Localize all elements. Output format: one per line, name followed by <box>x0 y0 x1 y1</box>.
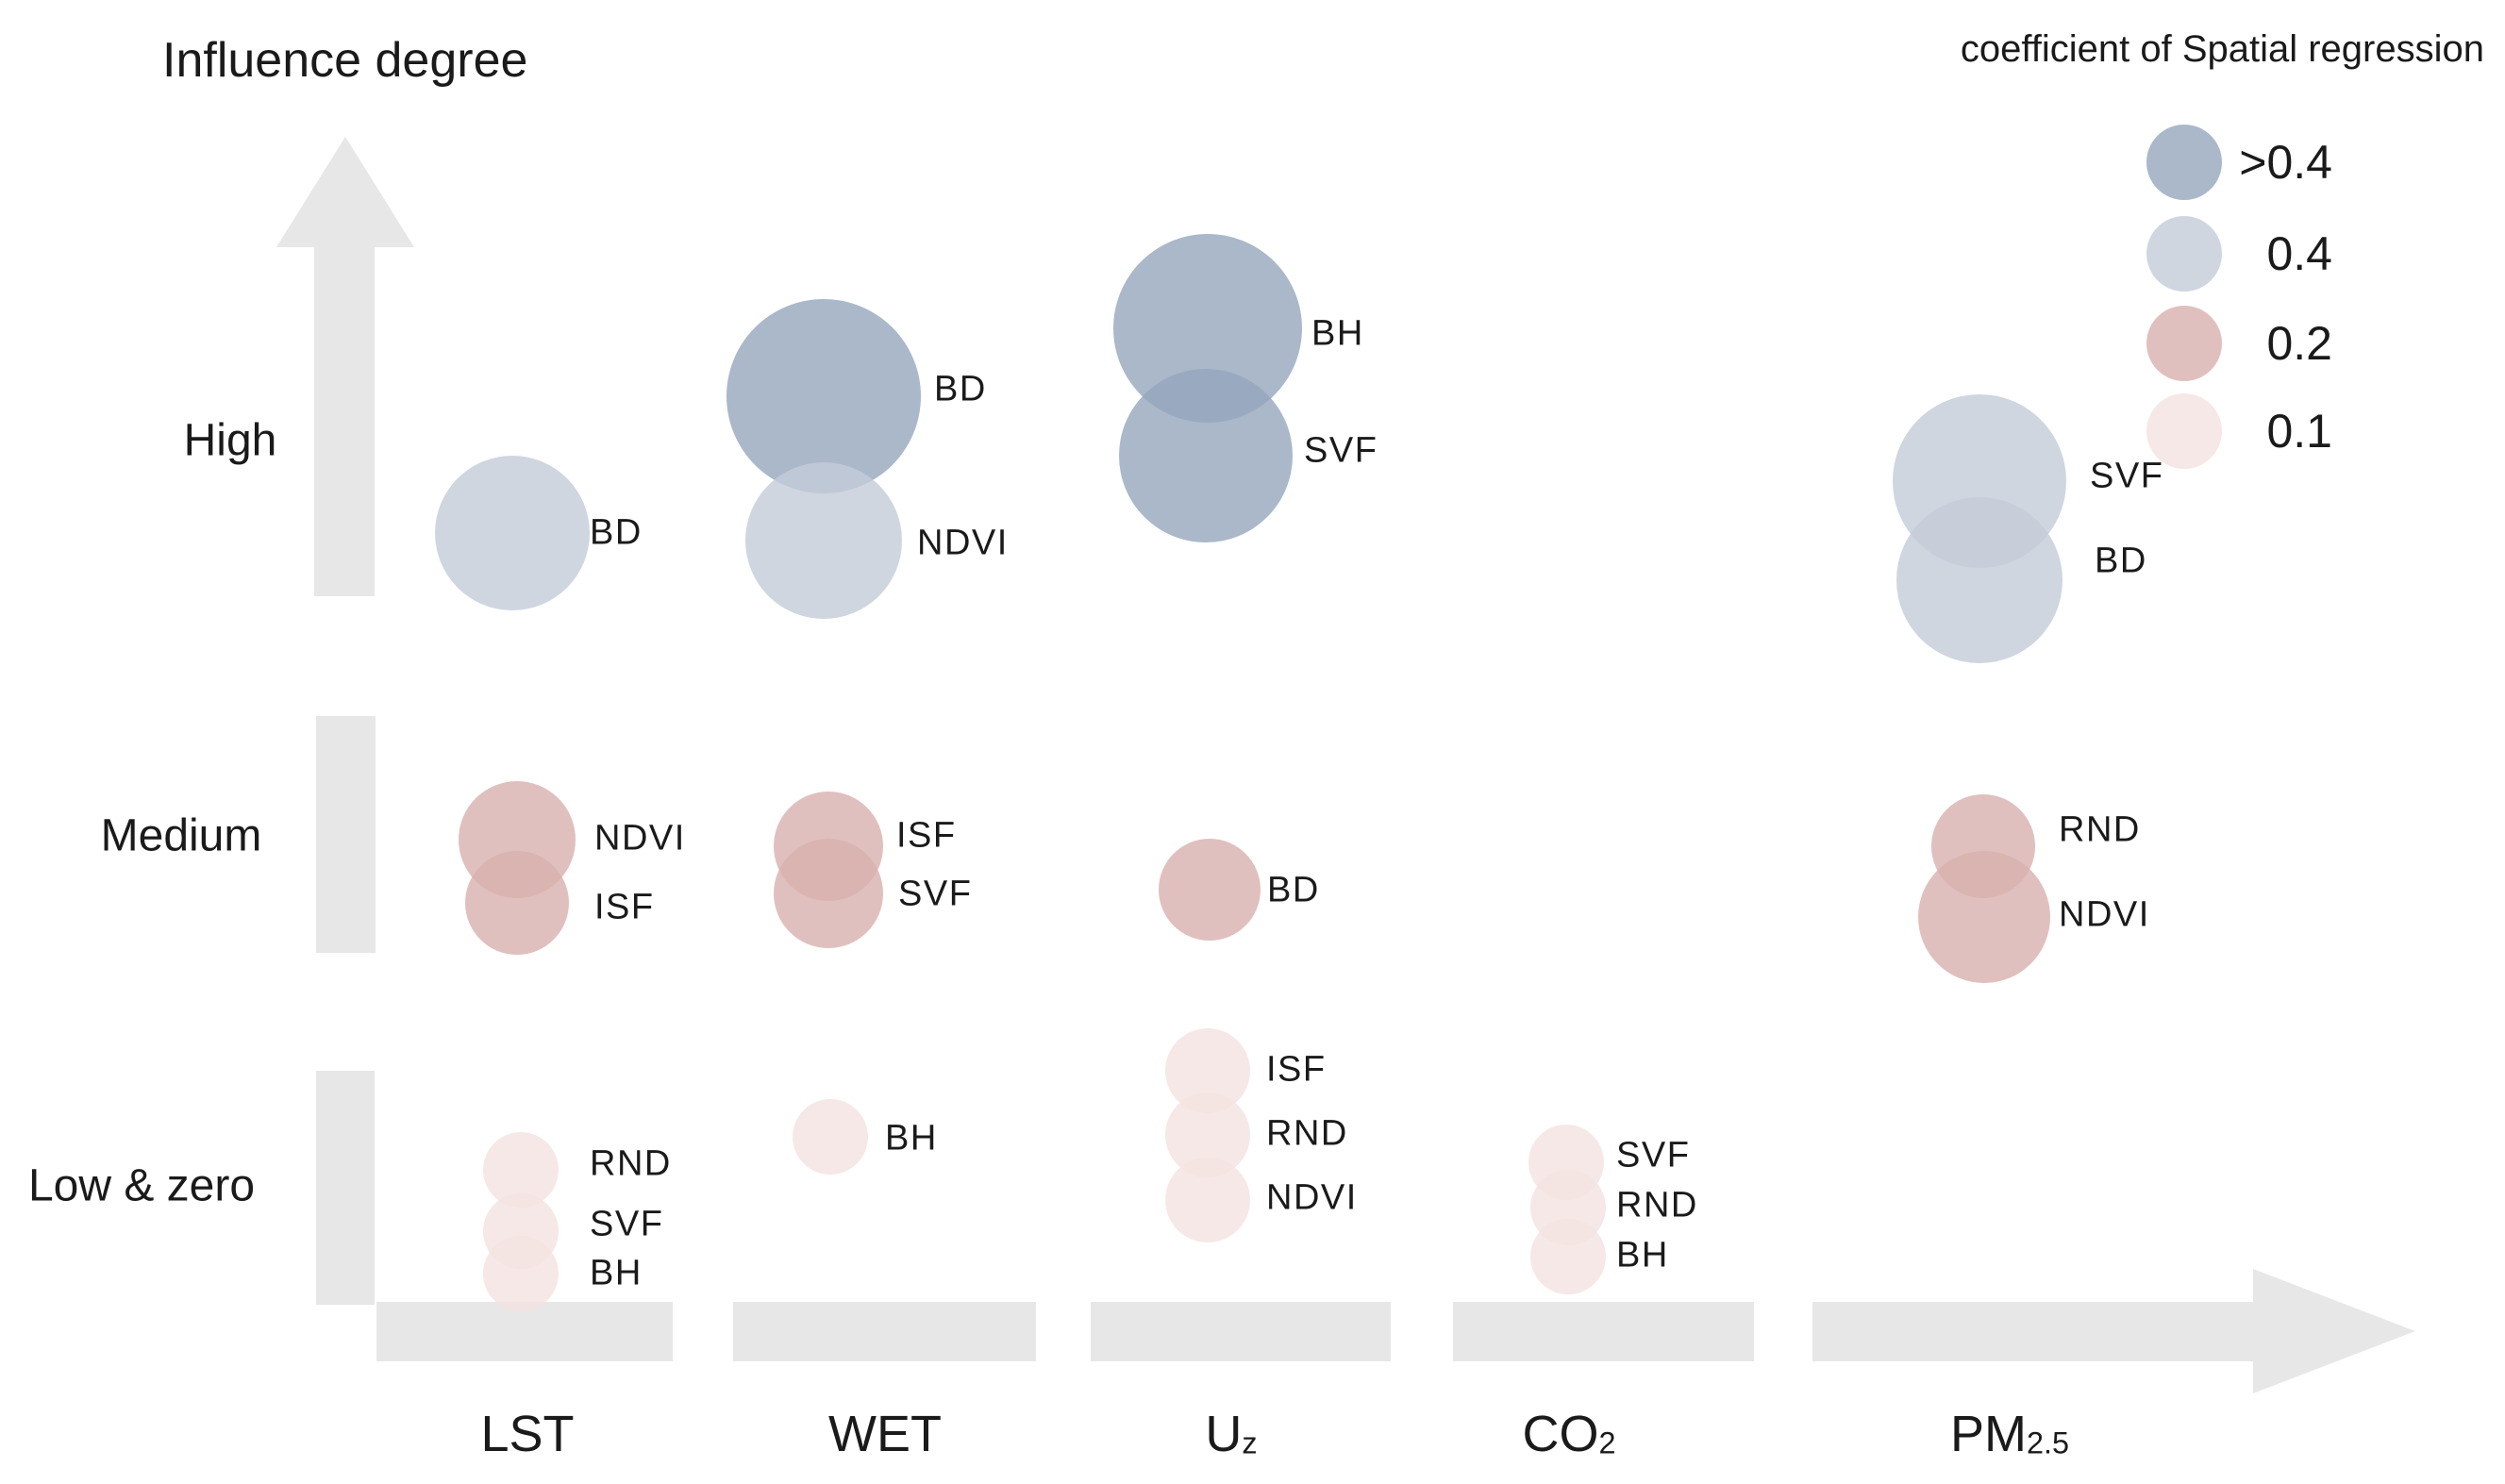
bubble-label-wet-isf: ISF <box>896 815 957 856</box>
bubble-label-lst-ndvi: NDVI <box>594 818 686 859</box>
x-label-text: LST <box>480 1406 575 1462</box>
x-axis-segment-pm25 <box>1812 1302 2255 1361</box>
legend-label-01: 0.1 <box>2266 405 2332 458</box>
legend-circle-04 <box>2146 125 2222 200</box>
bubble-uz-svf <box>1119 369 1293 542</box>
bubble-label-uz-ndvi: NDVI <box>1266 1177 1358 1218</box>
x-label-lst: LST <box>480 1405 574 1463</box>
x-axis-segment-lst <box>376 1302 673 1361</box>
x-label-co2: CO2 <box>1522 1405 1615 1463</box>
bubble-pm25-bd <box>1896 497 2062 663</box>
bubble-label-wet-bd: BD <box>934 369 987 409</box>
y-label-high: High <box>183 415 277 466</box>
y-axis-arrowhead-icon <box>276 137 414 247</box>
y-axis-low-bar <box>316 1071 375 1305</box>
x-label-wet: WET <box>828 1405 942 1463</box>
bubble-label-uz-bh: BH <box>1311 313 1364 354</box>
bubble-label-uz-isf: ISF <box>1266 1049 1327 1090</box>
bubble-pm25-ndvi <box>1918 851 2050 983</box>
bubble-wet-bh <box>793 1099 868 1175</box>
y-axis-medium-bar <box>316 716 376 953</box>
x-axis-arrowhead-icon <box>2253 1269 2415 1393</box>
legend-circle-02 <box>2146 306 2222 381</box>
bubble-label-lst-bh: BH <box>590 1253 643 1293</box>
bubble-label-wet-ndvi: NDVI <box>917 523 1009 563</box>
x-label-text: U <box>1205 1406 1243 1462</box>
bubble-label-pm25-ndvi: NDVI <box>2059 894 2150 935</box>
bubble-label-co2-bh: BH <box>1616 1235 1669 1276</box>
x-axis-segment-wet <box>733 1302 1036 1361</box>
bubble-label-pm25-bd: BD <box>2095 541 2147 581</box>
x-label-uz: Uz <box>1205 1405 1257 1463</box>
x-label-text: WET <box>828 1406 942 1462</box>
y-label-low-zero: Low & zero <box>27 1160 256 1211</box>
bubble-wet-bd <box>726 299 921 493</box>
bubble-label-pm25-rnd: RND <box>2059 809 2141 850</box>
bubble-uz-bd <box>1159 839 1261 941</box>
bubble-co2-bh <box>1530 1219 1606 1294</box>
bubble-label-uz-rnd: RND <box>1266 1113 1348 1154</box>
bubble-wet-ndvi <box>745 462 902 619</box>
bubble-wet-svf <box>774 839 883 948</box>
y-label-medium: Medium <box>100 810 262 861</box>
bubble-label-pm25-svf: SVF <box>2090 456 2164 496</box>
x-label-text: CO <box>1522 1406 1599 1462</box>
bubble-lst-bd <box>435 456 590 610</box>
legend-label-02: 0.2 <box>2266 317 2332 370</box>
x-label-subscript: z <box>1242 1426 1258 1460</box>
legend-title: coefficient of Spatial regression <box>1960 28 2484 70</box>
x-axis-segment-uz <box>1091 1302 1391 1361</box>
x-label-pm25: PM2.5 <box>1950 1405 2069 1463</box>
legend-circle-04 <box>2146 216 2222 292</box>
bubble-label-wet-bh: BH <box>885 1118 938 1159</box>
y-axis-shaft <box>314 243 375 596</box>
bubble-label-lst-isf: ISF <box>594 887 655 927</box>
bubble-uz-ndvi <box>1165 1158 1250 1242</box>
x-label-subscript: 2 <box>1598 1426 1616 1460</box>
legend-label-04: >0.4 <box>2239 136 2332 189</box>
bubble-label-uz-bd: BD <box>1267 870 1320 910</box>
legend-circle-01 <box>2146 393 2222 469</box>
bubble-label-uz-svf: SVF <box>1304 430 1378 471</box>
bubble-label-co2-rnd: RND <box>1616 1185 1698 1226</box>
bubble-label-lst-bd: BD <box>590 512 643 553</box>
bubble-label-lst-rnd: RND <box>590 1143 672 1184</box>
bubble-lst-isf <box>465 851 569 955</box>
bubble-label-wet-svf: SVF <box>898 874 973 914</box>
x-label-subscript: 2.5 <box>2026 1426 2070 1460</box>
y-axis-title: Influence degree <box>162 33 528 88</box>
x-label-text: PM <box>1949 1406 2027 1462</box>
bubble-lst-bh <box>483 1236 559 1311</box>
bubble-label-co2-svf: SVF <box>1616 1135 1691 1176</box>
legend-label-04: 0.4 <box>2266 227 2332 280</box>
x-axis-segment-co2 <box>1453 1302 1754 1361</box>
bubble-label-lst-svf: SVF <box>590 1204 664 1244</box>
